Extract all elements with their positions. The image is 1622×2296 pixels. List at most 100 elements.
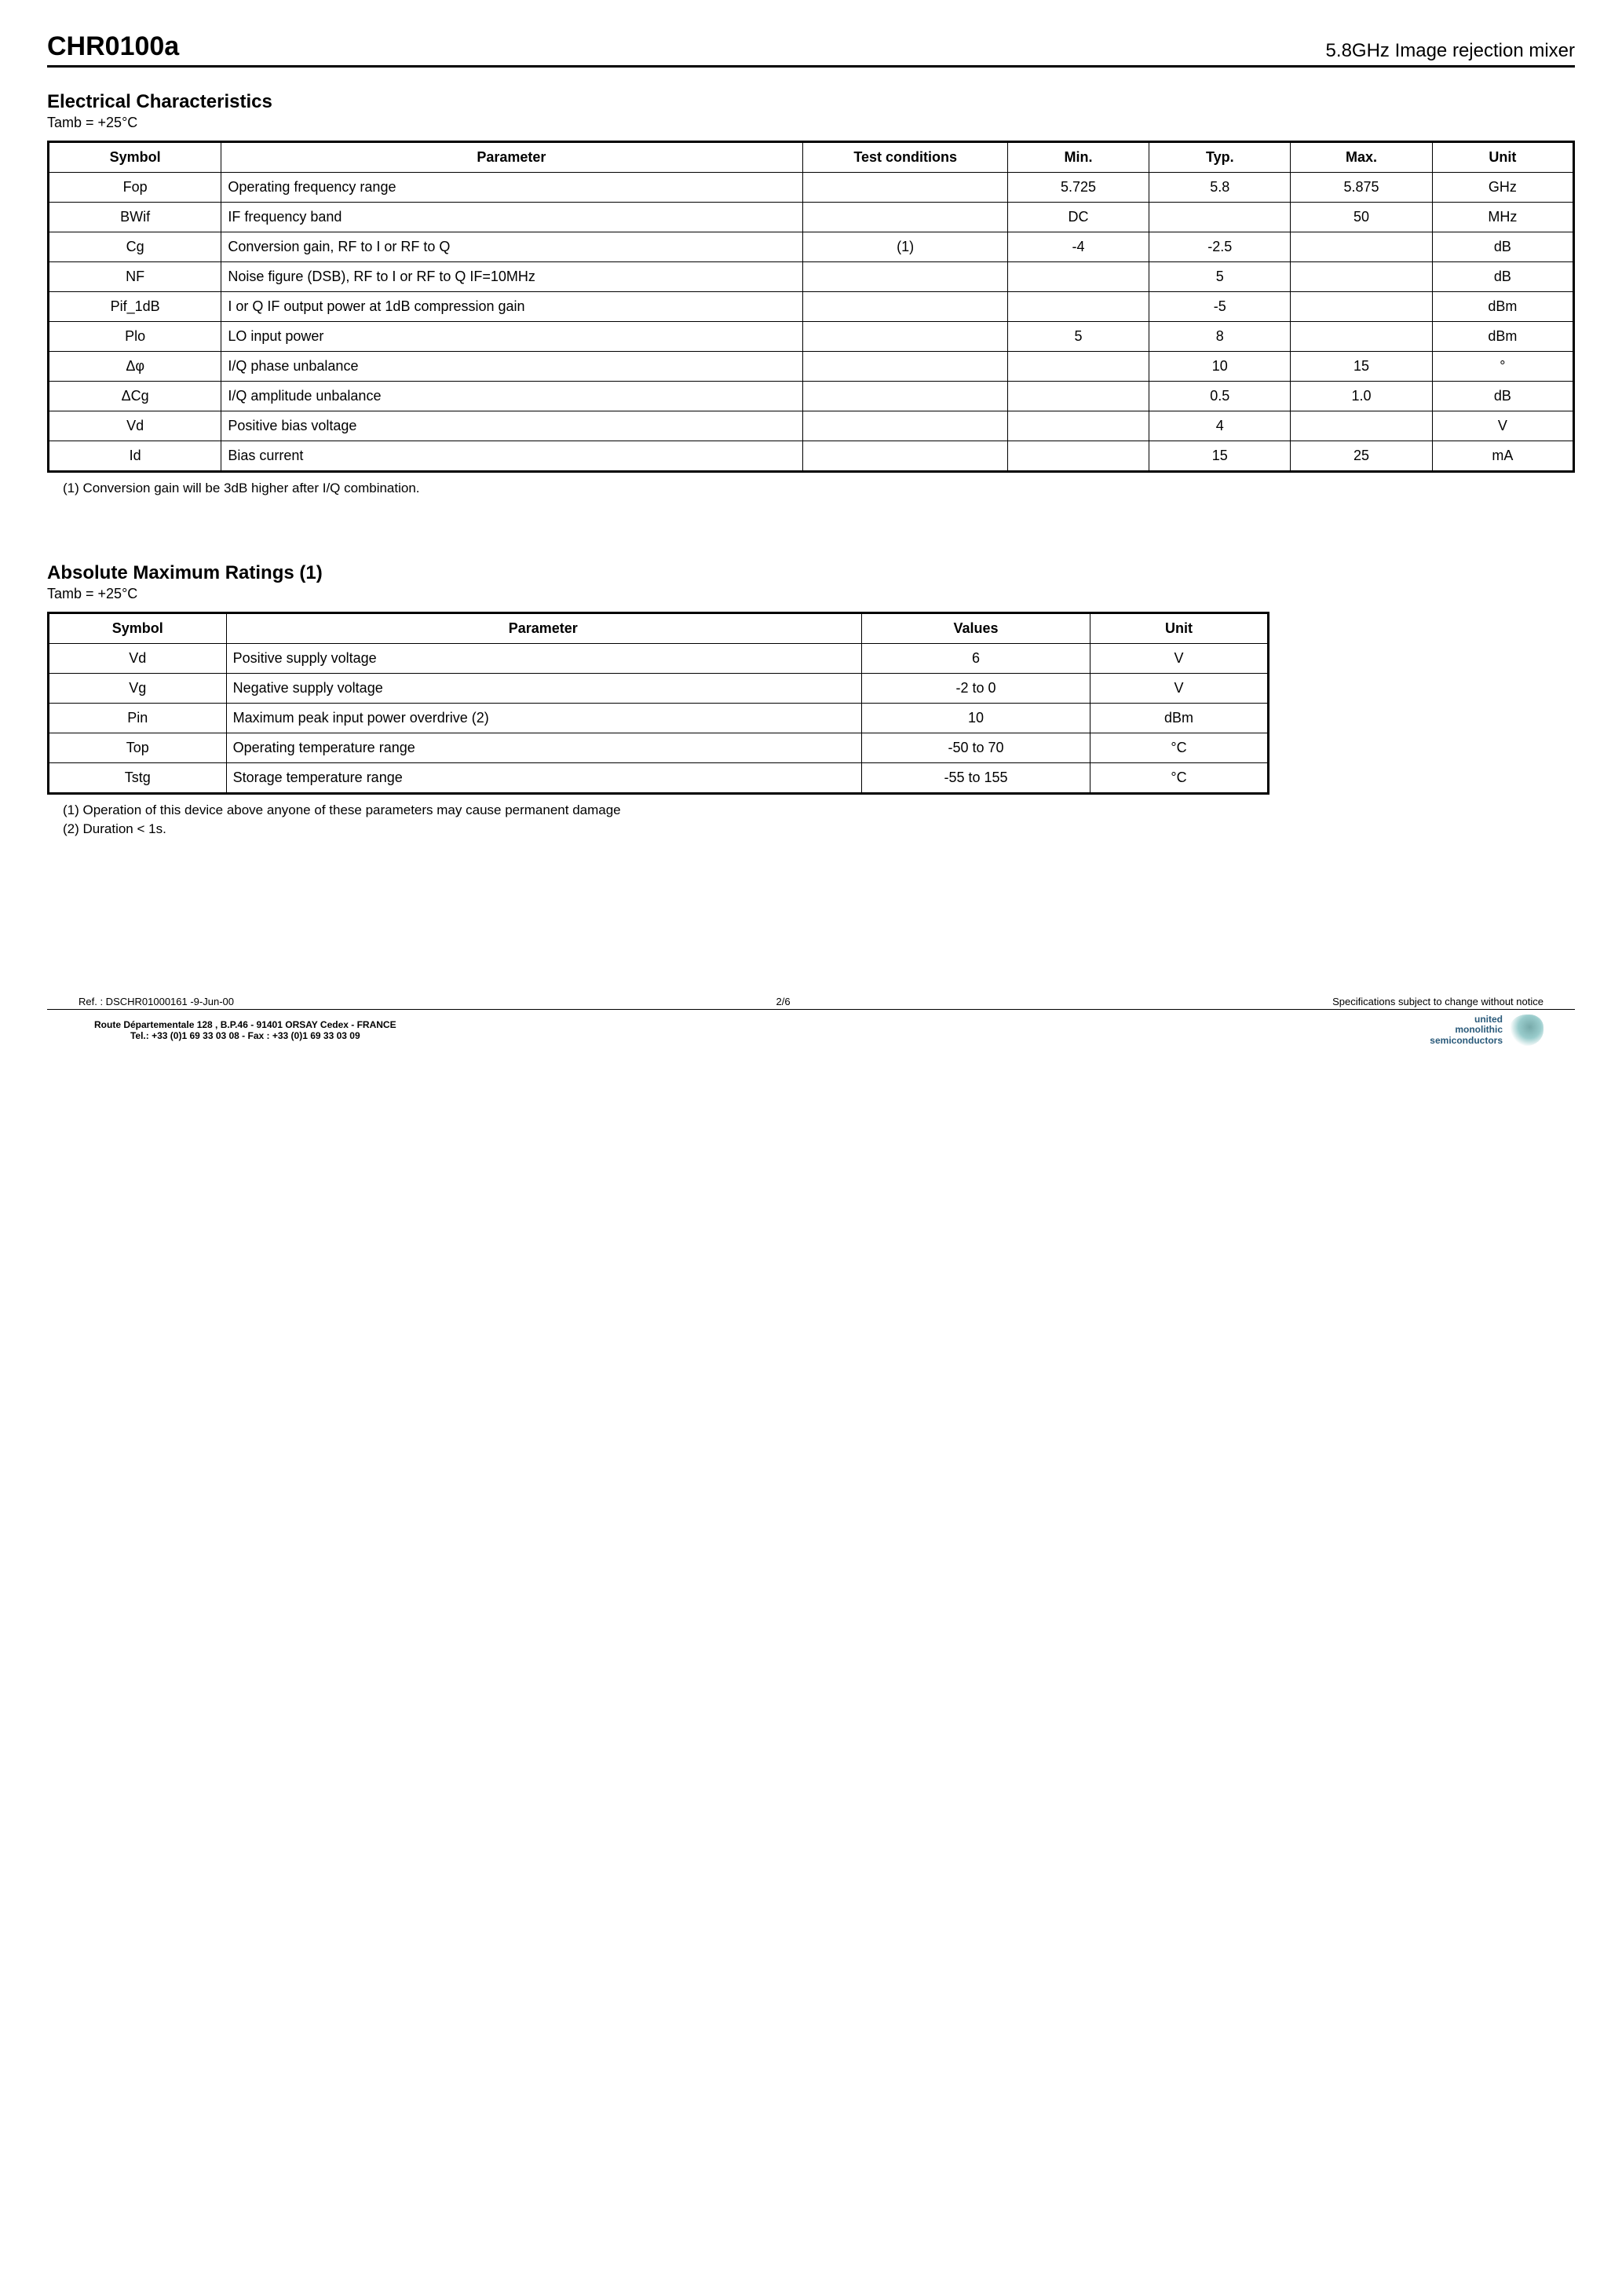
cell-parameter: Operating frequency range [221, 173, 803, 203]
cell-max: 15 [1291, 352, 1432, 382]
cell-test [803, 292, 1007, 322]
cell-max [1291, 262, 1432, 292]
section2-note1: (1) Operation of this device above anyon… [63, 803, 1575, 818]
cell-min [1007, 352, 1149, 382]
cell-min [1007, 411, 1149, 441]
footer-ref: Ref. : DSCHR01000161 -9-Jun-00 [79, 996, 234, 1007]
table-row: ΔCgI/Q amplitude unbalance0.51.0dB [49, 382, 1574, 411]
cell-symbol: Plo [49, 322, 221, 352]
cell-unit: GHz [1432, 173, 1573, 203]
cell-unit: dBm [1090, 704, 1269, 733]
cell-symbol: Vd [49, 644, 227, 674]
cell-test [803, 441, 1007, 472]
cell-unit: °C [1090, 763, 1269, 794]
cell-typ: -2.5 [1149, 232, 1291, 262]
absolute-maximum-ratings-table: Symbol Parameter Values Unit VdPositive … [47, 612, 1269, 795]
cell-test [803, 411, 1007, 441]
table-row: VgNegative supply voltage-2 to 0V [49, 674, 1269, 704]
table-row: VdPositive supply voltage6V [49, 644, 1269, 674]
cell-max: 50 [1291, 203, 1432, 232]
cell-unit: V [1090, 644, 1269, 674]
cell-parameter: Storage temperature range [226, 763, 861, 794]
table-row: PloLO input power58dBm [49, 322, 1574, 352]
cell-values: 10 [861, 704, 1090, 733]
footer-meta-line: Ref. : DSCHR01000161 -9-Jun-00 2/6 Speci… [47, 994, 1575, 1010]
col-parameter: Parameter [226, 613, 861, 644]
table-row: CgConversion gain, RF to I or RF to Q(1)… [49, 232, 1574, 262]
product-title: 5.8GHz Image rejection mixer [1326, 40, 1575, 62]
cell-min [1007, 441, 1149, 472]
cell-min [1007, 262, 1149, 292]
cell-unit: mA [1432, 441, 1573, 472]
section1-note: (1) Conversion gain will be 3dB higher a… [63, 481, 1575, 496]
cell-max: 1.0 [1291, 382, 1432, 411]
cell-unit: dBm [1432, 292, 1573, 322]
cell-min [1007, 292, 1149, 322]
cell-typ [1149, 203, 1291, 232]
cell-max [1291, 292, 1432, 322]
cell-max: 25 [1291, 441, 1432, 472]
cell-typ: 15 [1149, 441, 1291, 472]
cell-parameter: I/Q amplitude unbalance [221, 382, 803, 411]
cell-test [803, 173, 1007, 203]
cell-parameter: Bias current [221, 441, 803, 472]
cell-values: -50 to 70 [861, 733, 1090, 763]
cell-symbol: Id [49, 441, 221, 472]
footer-page: 2/6 [776, 996, 791, 1007]
col-values: Values [861, 613, 1090, 644]
cell-typ: 4 [1149, 411, 1291, 441]
cell-parameter: Positive bias voltage [221, 411, 803, 441]
cell-parameter: Noise figure (DSB), RF to I or RF to Q I… [221, 262, 803, 292]
cell-min: DC [1007, 203, 1149, 232]
cell-test [803, 262, 1007, 292]
cell-typ: 5.8 [1149, 173, 1291, 203]
table-header-row: Symbol Parameter Values Unit [49, 613, 1269, 644]
table-header-row: Symbol Parameter Test conditions Min. Ty… [49, 142, 1574, 173]
cell-unit: °C [1090, 733, 1269, 763]
cell-typ: 8 [1149, 322, 1291, 352]
cell-max [1291, 411, 1432, 441]
table-row: NFNoise figure (DSB), RF to I or RF to Q… [49, 262, 1574, 292]
col-unit: Unit [1090, 613, 1269, 644]
cell-test [803, 382, 1007, 411]
footer-logo: united monolithic semiconductors [1430, 1015, 1543, 1046]
section-electrical-characteristics: Electrical Characteristics Tamb = +25°C … [47, 91, 1575, 496]
product-code: CHR0100a [47, 31, 179, 62]
cell-parameter: LO input power [221, 322, 803, 352]
cell-parameter: IF frequency band [221, 203, 803, 232]
section-absolute-maximum-ratings: Absolute Maximum Ratings (1) Tamb = +25°… [47, 562, 1575, 837]
page-footer: Ref. : DSCHR01000161 -9-Jun-00 2/6 Speci… [47, 994, 1575, 1046]
section1-title: Electrical Characteristics [47, 91, 1575, 113]
col-test: Test conditions [803, 142, 1007, 173]
cell-unit: dB [1432, 382, 1573, 411]
cell-symbol: Vd [49, 411, 221, 441]
cell-test: (1) [803, 232, 1007, 262]
cell-symbol: Pin [49, 704, 227, 733]
logo-line2: monolithic [1430, 1025, 1503, 1035]
col-symbol: Symbol [49, 613, 227, 644]
cell-min [1007, 382, 1149, 411]
section2-sub: Tamb = +25°C [47, 586, 1575, 602]
col-min: Min. [1007, 142, 1149, 173]
cell-values: -55 to 155 [861, 763, 1090, 794]
electrical-characteristics-table: Symbol Parameter Test conditions Min. Ty… [47, 141, 1575, 473]
col-max: Max. [1291, 142, 1432, 173]
cell-parameter: I or Q IF output power at 1dB compressio… [221, 292, 803, 322]
footer-addr-line1: Route Départementale 128 , B.P.46 - 9140… [94, 1019, 396, 1030]
table-row: VdPositive bias voltage4V [49, 411, 1574, 441]
table-row: TstgStorage temperature range-55 to 155°… [49, 763, 1269, 794]
cell-parameter: Positive supply voltage [226, 644, 861, 674]
cell-unit: MHz [1432, 203, 1573, 232]
section2-note2: (2) Duration < 1s. [63, 821, 1575, 837]
cell-symbol: Cg [49, 232, 221, 262]
cell-symbol: Δφ [49, 352, 221, 382]
cell-unit: ° [1432, 352, 1573, 382]
footer-logo-text: united monolithic semiconductors [1430, 1015, 1503, 1046]
col-unit: Unit [1432, 142, 1573, 173]
page-header: CHR0100a 5.8GHz Image rejection mixer [47, 31, 1575, 68]
col-symbol: Symbol [49, 142, 221, 173]
section2-title: Absolute Maximum Ratings (1) [47, 562, 1575, 584]
cell-typ: -5 [1149, 292, 1291, 322]
cell-parameter: Operating temperature range [226, 733, 861, 763]
table-row: FopOperating frequency range5.7255.85.87… [49, 173, 1574, 203]
